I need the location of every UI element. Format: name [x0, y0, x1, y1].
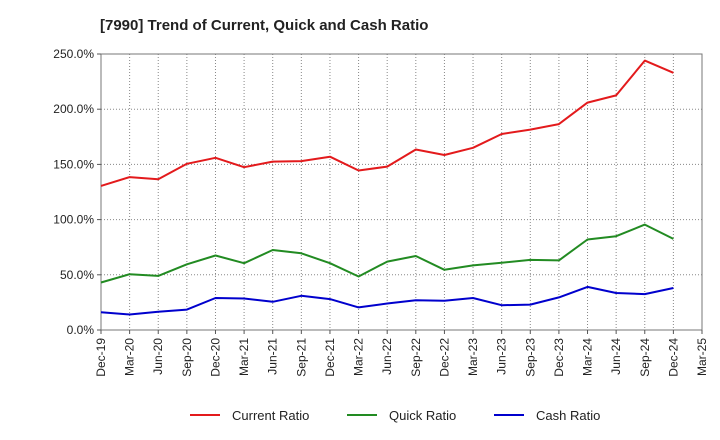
- y-tick-label: 100.0%: [53, 213, 94, 227]
- x-tick-label: Sep-20: [180, 338, 194, 377]
- x-tick-label: Sep-22: [409, 338, 423, 377]
- x-tick-label: Jun-20: [151, 338, 165, 375]
- x-tick-label: Dec-24: [666, 338, 680, 377]
- x-tick-label: Mar-20: [123, 338, 137, 376]
- x-tick-label: Jun-24: [609, 338, 623, 375]
- legend-label: Current Ratio: [232, 408, 309, 423]
- y-tick-label: 50.0%: [60, 268, 94, 282]
- grid-layer: [100, 53, 703, 331]
- x-tick-label: Mar-23: [466, 338, 480, 376]
- x-tick-label: Mar-24: [581, 338, 595, 376]
- series-layer: [100, 59, 674, 316]
- y-tick-label: 250.0%: [53, 47, 94, 61]
- x-tick-label: Mar-25: [695, 338, 709, 376]
- y-tick-label: 0.0%: [67, 323, 95, 337]
- x-tick-label: Dec-20: [208, 338, 222, 377]
- x-axis: Dec-19 Mar-20 Jun-20 Sep-20 Dec-20 Mar-21 Jun-…: [94, 330, 709, 377]
- plot-frame: [100, 53, 703, 331]
- chart-title: [7990] Trend of Current, Quick and Cash …: [100, 17, 428, 34]
- x-tick-label: Jun-23: [495, 338, 509, 375]
- x-tick-label: Mar-22: [352, 338, 366, 376]
- x-tick-label: Dec-21: [323, 338, 337, 377]
- x-tick-label: Sep-23: [523, 338, 537, 377]
- y-tick-label: 200.0%: [53, 102, 94, 116]
- y-tick-label: 150.0%: [53, 157, 94, 171]
- x-tick-label: Sep-24: [638, 338, 652, 377]
- x-tick-label: Jun-21: [266, 338, 280, 375]
- legend: Current Ratio Quick Ratio Cash Ratio: [190, 408, 600, 423]
- series-line-quick-ratio: [100, 223, 674, 284]
- x-tick-label: Dec-23: [552, 338, 566, 377]
- series-line-current-ratio: [100, 59, 674, 187]
- x-tick-label: Dec-22: [437, 338, 451, 377]
- legend-label: Cash Ratio: [536, 408, 600, 423]
- x-tick-label: Mar-21: [237, 338, 251, 376]
- x-tick-label: Dec-19: [94, 338, 108, 377]
- series-line-cash-ratio: [100, 285, 674, 316]
- y-axis: 0.0% 50.0% 100.0% 150.0% 200.0% 250.0%: [53, 47, 101, 337]
- x-tick-label: Sep-21: [294, 338, 308, 377]
- legend-label: Quick Ratio: [389, 408, 456, 423]
- x-tick-label: Jun-22: [380, 338, 394, 375]
